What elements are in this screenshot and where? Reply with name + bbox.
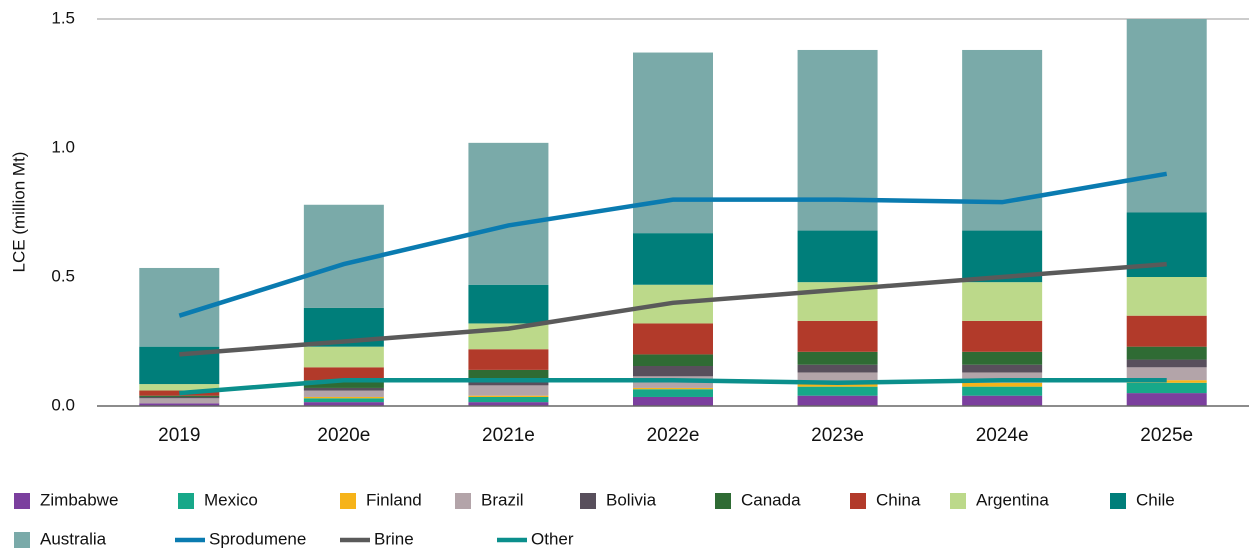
y-tick-label: 0.5	[51, 266, 75, 285]
legend-label: Brine	[374, 529, 414, 548]
x-tick-label: 2025e	[1140, 425, 1193, 446]
bar-segment	[468, 369, 549, 381]
legend-label: Argentina	[976, 490, 1049, 509]
bar-segment	[962, 320, 1043, 352]
bar-segment	[797, 320, 878, 352]
bar-segment	[1126, 382, 1207, 394]
x-tick-label: 2020e	[317, 425, 370, 446]
bar-segment	[797, 364, 878, 373]
y-tick-label: 0.0	[51, 395, 75, 414]
bar-segment	[139, 398, 220, 404]
bar-segment	[962, 382, 1043, 387]
x-tick-label: 2023e	[811, 425, 864, 446]
legend-label: Chile	[1136, 490, 1175, 509]
x-tick-label: 2021e	[482, 425, 535, 446]
bar-segment	[468, 142, 549, 285]
bar-segment	[303, 380, 384, 388]
legend-label: Bolivia	[606, 490, 657, 509]
bar-segment	[468, 395, 549, 397]
bar-segment	[1126, 19, 1207, 213]
bar-segment	[468, 396, 549, 403]
bar-segment	[962, 351, 1043, 365]
bar-segment	[468, 349, 549, 370]
legend-swatch	[14, 532, 30, 548]
legend-label: Other	[531, 529, 574, 548]
y-tick-label: 1.5	[51, 8, 75, 27]
legend-swatch	[950, 493, 966, 509]
bar-segment	[303, 387, 384, 391]
legend-swatch	[1110, 493, 1126, 509]
bar-segment	[303, 346, 384, 368]
legend-label: Brazil	[481, 490, 524, 509]
x-tick-label: 2024e	[976, 425, 1029, 446]
legend-swatch	[715, 493, 731, 509]
bar-segment	[1126, 367, 1207, 381]
legend-label: Sprodumene	[209, 529, 306, 548]
bar-segment	[797, 49, 878, 231]
bar-segment	[633, 366, 713, 377]
bar-segment	[633, 396, 713, 406]
legend-swatch	[455, 493, 471, 509]
bar-segment	[962, 282, 1043, 321]
bar-segment	[303, 398, 384, 403]
bar-segment	[962, 395, 1043, 406]
legend-label: Zimbabwe	[40, 490, 118, 509]
bar-segment	[468, 380, 549, 386]
legend-swatch	[850, 493, 866, 509]
bar-segment	[1126, 393, 1207, 406]
legend-swatch	[340, 493, 356, 509]
bar-segment	[633, 233, 713, 285]
bar-segment	[633, 354, 713, 367]
bar-segment	[962, 386, 1043, 396]
x-tick-label: 2022e	[647, 425, 700, 446]
bar-segment	[303, 367, 384, 381]
bar-segment	[797, 386, 878, 396]
bar-segment	[303, 390, 384, 397]
y-tick-label: 1.0	[51, 137, 75, 156]
bar-segment	[797, 372, 878, 383]
bar-segment	[139, 396, 220, 399]
y-axis-label: LCE (million Mt)	[9, 152, 28, 273]
legend-label: China	[876, 490, 921, 509]
line-series	[178, 171, 1168, 318]
line-series	[179, 377, 1167, 396]
bar-segment	[633, 387, 713, 390]
bar-segment	[468, 385, 549, 396]
bar-segment	[797, 351, 878, 365]
bar-segment	[303, 402, 384, 406]
bar-segment	[1126, 359, 1207, 368]
x-tick-label: 2019	[158, 425, 200, 446]
legend-label: Australia	[40, 529, 107, 548]
bar-segment	[633, 389, 713, 397]
bar-segment	[468, 402, 549, 406]
bar-segment	[1126, 277, 1207, 316]
legend-swatch	[178, 493, 194, 509]
bar-segment	[797, 395, 878, 406]
bar-segment	[139, 384, 220, 391]
line-series	[179, 261, 1167, 357]
bar-segment	[468, 284, 549, 324]
bar-segment	[633, 323, 713, 355]
legend-swatch	[14, 493, 30, 509]
bar-segment	[139, 395, 220, 397]
bar-segment	[139, 403, 220, 406]
legend-label: Mexico	[204, 490, 258, 509]
bar-segment	[797, 230, 878, 283]
bar-segment	[303, 396, 384, 399]
legend-label: Canada	[741, 490, 801, 509]
bar-segment	[1126, 346, 1207, 360]
legend-swatch	[580, 493, 596, 509]
legend-label: Finland	[366, 490, 422, 509]
bar-segment	[962, 364, 1043, 373]
bar-segment	[962, 372, 1043, 383]
bar-segment	[1126, 315, 1207, 347]
